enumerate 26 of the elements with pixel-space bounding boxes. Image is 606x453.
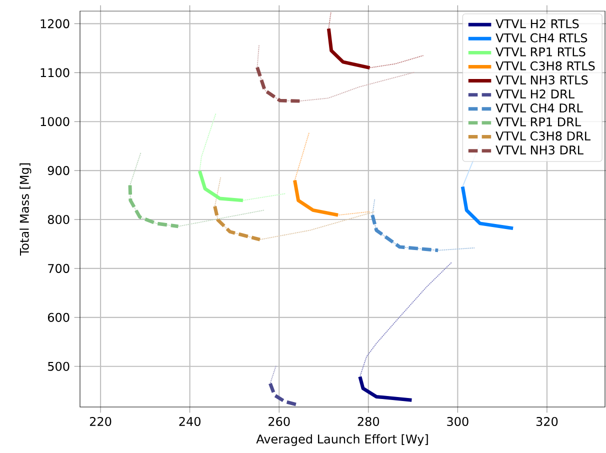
- x-tick-label: 300: [447, 416, 468, 426]
- x-tick-label: 320: [536, 416, 558, 426]
- x-tick-label: 240: [179, 416, 200, 426]
- legend-label: VTVL RP1 DRL: [496, 118, 582, 126]
- legend-label: VTVL H2 DRL: [496, 89, 574, 98]
- y-axis-title: Total Mass [Mg]: [20, 163, 32, 256]
- legend-label: VTVL NH3 DRL: [496, 145, 584, 155]
- y-tick-label: 1100: [40, 68, 70, 78]
- y-tick-label: 800: [48, 214, 70, 224]
- x-tick-label: 260: [268, 416, 290, 426]
- y-tick-label: 500: [48, 362, 70, 371]
- legend-label: VTVL H2 RTLS: [496, 19, 579, 28]
- y-tick-label: 1200: [40, 19, 70, 28]
- y-tick-label: 600: [48, 312, 70, 322]
- legend-label: VTVL C3H8 DRL: [496, 131, 590, 140]
- legend-label: VTVL NH3 RTLS: [496, 75, 588, 84]
- x-tick-label: 280: [358, 416, 380, 426]
- x-axis-title: Averaged Launch Effort [Wy]: [256, 434, 428, 446]
- legend-label: VTVL C3H8 RTLS: [496, 61, 595, 70]
- legend-label: VTVL CH4 DRL: [496, 103, 583, 113]
- y-tick-label: 700: [48, 264, 70, 274]
- y-tick-label: 1000: [40, 117, 70, 126]
- legend-label: VTVL RP1 RTLS: [496, 47, 586, 56]
- x-tick-label: 220: [90, 416, 112, 426]
- y-tick-label: 900: [48, 166, 70, 176]
- legend-label: VTVL CH4 RTLS: [496, 33, 588, 42]
